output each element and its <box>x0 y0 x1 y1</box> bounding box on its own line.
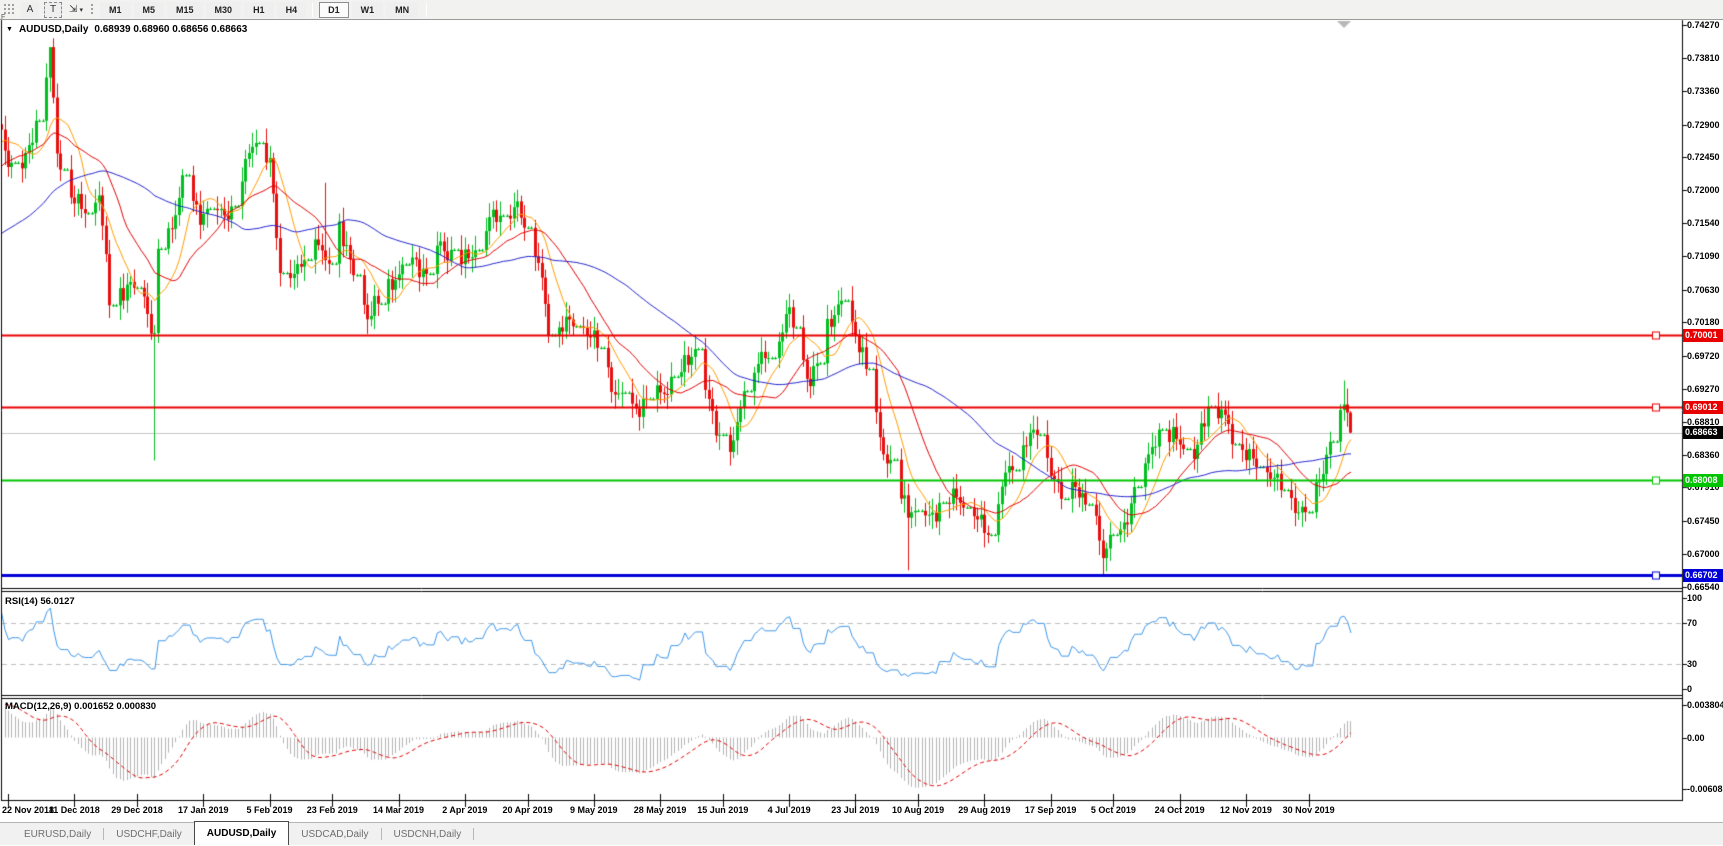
date-tick-label: 28 May 2019 <box>633 805 687 815</box>
toolbar-grip-label: F <box>1 14 6 21</box>
timeframe-button-m1[interactable]: M1 <box>100 1 131 18</box>
chart-tab-usdcad[interactable]: USDCAD,Daily <box>301 828 369 840</box>
rsi-indicator-label: RSI(14) 56.0127 <box>5 596 75 607</box>
chart-tab-eurusd[interactable]: EURUSD,Daily <box>24 828 92 840</box>
price-tick-label: 0.70180 <box>1687 317 1720 328</box>
date-tick-label: 14 Mar 2019 <box>373 805 425 815</box>
date-tick-label: 15 Jun 2019 <box>697 805 749 815</box>
tab-separator <box>380 828 382 840</box>
price-tick-label: 0.72900 <box>1687 119 1720 130</box>
price-tick-label: 0.73360 <box>1687 86 1720 97</box>
price-tick-label: 0.74270 <box>1687 20 1720 30</box>
tab-separator <box>103 828 105 840</box>
date-tick-label: 24 Oct 2019 <box>1154 805 1205 815</box>
date-tick-label: 10 Aug 2019 <box>891 805 945 815</box>
date-tick-label: 17 Jan 2019 <box>177 805 229 815</box>
price-tick-label: 0.71090 <box>1687 251 1720 262</box>
price-tick-label: 0.72000 <box>1687 185 1720 196</box>
date-tick-label: 17 Sep 2019 <box>1024 805 1077 815</box>
timeframe-button-m15[interactable]: M15 <box>167 1 203 18</box>
timeframe-button-mn[interactable]: MN <box>386 1 419 18</box>
price-tick-label: 0.68360 <box>1687 449 1720 460</box>
date-tick-label: 11 Dec 2018 <box>48 805 100 815</box>
chart-tab-usdchf[interactable]: USDCHF,Daily <box>116 828 182 840</box>
date-tick-label: 2 Apr 2019 <box>442 805 488 815</box>
drawing-tools-button[interactable]: ⇲ ▾ <box>67 2 85 18</box>
rsi-tick-label: 30 <box>1687 659 1698 670</box>
date-tick-label: 5 Oct 2019 <box>1090 805 1136 815</box>
timeframe-group: M1 M5 M15 M30 H1 H4 D1 W1 MN <box>100 1 419 18</box>
date-tick-label: 22 Nov 2018 <box>2 805 55 815</box>
price-tick-label: 0.67450 <box>1687 515 1720 526</box>
macd-tick-label: -0.00608 <box>1687 784 1723 795</box>
price-tick-label: 0.69270 <box>1687 383 1720 394</box>
timeframe-button-m5[interactable]: M5 <box>133 1 165 18</box>
chart-tab-usdcnh[interactable]: USDCNH,Daily <box>393 828 462 840</box>
tab-separator <box>473 828 475 840</box>
timeframe-button-d1[interactable]: D1 <box>319 1 349 18</box>
toolbar-separator <box>312 2 314 17</box>
price-level-tag: 0.66702 <box>1683 568 1723 582</box>
toolbar-separator <box>426 2 428 17</box>
date-tick-label: 29 Aug 2019 <box>958 805 1011 815</box>
date-tick-label: 30 Nov 2019 <box>1282 805 1335 815</box>
pointer-tool-button[interactable]: A <box>21 1 39 18</box>
price-tick-label: 0.67000 <box>1687 548 1720 559</box>
macd-tick-label: 0.00 <box>1687 732 1705 743</box>
rsi-tick-label: 100 <box>1687 593 1703 603</box>
price-tick-label: 0.73810 <box>1687 53 1720 64</box>
chart-tab-bar: EURUSD,Daily USDCHF,Daily AUDUSD,Daily USDC… <box>0 821 1723 845</box>
timeframe-button-w1[interactable]: W1 <box>351 1 384 18</box>
chart-title[interactable]: ▼ AUDUSD,Daily 0.68939 0.68960 0.68656 0… <box>6 24 247 35</box>
ohlc-values: 0.68939 0.68960 0.68656 0.68663 <box>94 24 248 35</box>
price-level-tag: 0.68008 <box>1683 473 1723 487</box>
price-tick-label: 0.70630 <box>1687 284 1720 295</box>
date-tick-label: 23 Feb 2019 <box>306 805 358 815</box>
timeframe-button-h4[interactable]: H4 <box>276 1 307 18</box>
date-tick-label: 29 Dec 2018 <box>111 805 163 815</box>
toolbar-grip-icon[interactable]: F <box>1 3 16 21</box>
price-tick-label: 0.71540 <box>1687 218 1720 229</box>
macd-indicator-label: MACD(12,26,9) 0.001652 0.000830 <box>5 701 157 712</box>
date-tick-label: 5 Feb 2019 <box>246 805 293 815</box>
price-tick-label: 0.69720 <box>1687 350 1720 361</box>
timeframe-button-h1[interactable]: H1 <box>244 1 274 18</box>
price-level-tag: 0.70001 <box>1683 328 1723 342</box>
date-tick-label: 9 May 2019 <box>570 805 618 815</box>
price-level-tag: 0.69012 <box>1683 400 1723 414</box>
chart-dropdown-icon: ▼ <box>6 26 13 33</box>
rsi-tick-label: 70 <box>1687 617 1698 628</box>
toolbar-grip-icon[interactable] <box>90 3 95 16</box>
date-tick-label: 4 Jul 2019 <box>767 805 811 815</box>
arrows-icon: ⇲ <box>69 4 78 15</box>
price-tick-label: 0.66540 <box>1687 582 1720 593</box>
date-tick-label: 23 Jul 2019 <box>831 805 880 815</box>
macd-tick-label: 0.003804 <box>1687 699 1723 710</box>
chart-tab-audusd[interactable]: AUDUSD,Daily <box>193 821 290 845</box>
chevron-down-icon: ▾ <box>79 6 83 14</box>
symbol-period-label: AUDUSD,Daily <box>18 24 89 35</box>
price-tick-label: 0.72450 <box>1687 152 1720 163</box>
date-tick-label: 20 Apr 2019 <box>502 805 553 815</box>
rsi-tick-label: 0 <box>1687 684 1693 694</box>
timeframe-button-m30[interactable]: M30 <box>205 1 242 18</box>
price-level-tag: 0.68663 <box>1683 426 1723 440</box>
toolbar: F A T ⇲ ▾ M1 M5 M15 M30 H1 H4 D1 W1 MN <box>0 0 1723 21</box>
price-tick-label: 0.67910 <box>1687 482 1720 493</box>
price-tick-label: 0.68810 <box>1687 416 1720 427</box>
date-tick-label: 12 Nov 2019 <box>1219 805 1272 815</box>
text-tool-button[interactable]: T <box>44 1 62 18</box>
